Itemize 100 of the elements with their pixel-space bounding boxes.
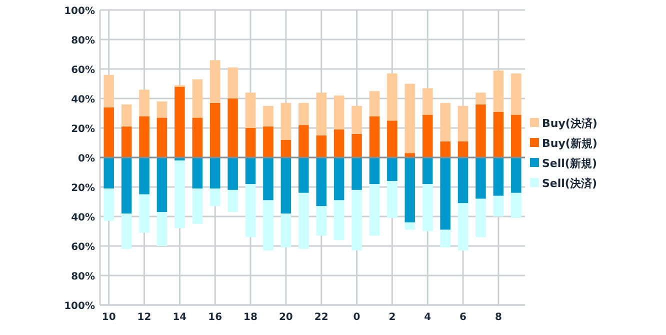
y-tick-label: 20% (71, 124, 95, 135)
bar (139, 116, 150, 158)
bar (245, 184, 256, 238)
bar (316, 158, 326, 206)
bar (210, 60, 220, 103)
bar (192, 118, 203, 158)
x-tick-label: 8 (494, 312, 502, 323)
bar (387, 158, 398, 182)
bar (121, 104, 132, 127)
bar (263, 200, 274, 250)
y-tick-label: 100% (64, 6, 95, 17)
y-tick-label: 20% (71, 183, 95, 194)
x-tick-label: 10 (102, 312, 116, 323)
bar (280, 214, 292, 248)
x-tick-label: 0 (353, 312, 360, 323)
legend-label: Buy(決済) (542, 117, 598, 130)
bar (156, 212, 168, 246)
x-tick-label: 18 (244, 312, 258, 323)
bar (387, 120, 398, 158)
bar (245, 128, 256, 158)
bar (210, 158, 220, 188)
bar (280, 158, 292, 214)
bar (174, 86, 185, 158)
x-tick-label: 2 (388, 312, 396, 323)
y-tick-label: 60% (71, 242, 95, 253)
bar (139, 158, 150, 194)
y-tick-label: 60% (71, 65, 95, 76)
bar (476, 92, 486, 104)
bar (298, 125, 309, 158)
legend-label: Sell(決済) (542, 177, 597, 190)
bar (440, 102, 450, 142)
bar (511, 73, 522, 115)
bar (121, 158, 132, 214)
bar (493, 112, 504, 158)
bar (493, 196, 504, 216)
y-tick-label: 100% (64, 301, 95, 312)
bar (352, 190, 362, 250)
x-tick-label: 12 (137, 312, 152, 323)
bar (404, 84, 416, 154)
bar (210, 102, 220, 158)
y-tick-label: 40% (71, 212, 95, 224)
legend-label: Buy(新規) (542, 137, 598, 150)
bar (440, 141, 450, 158)
bar (493, 70, 504, 112)
bar (121, 126, 132, 158)
bar (210, 188, 220, 206)
bar (228, 68, 238, 98)
bar (440, 230, 450, 248)
bar (334, 129, 344, 158)
bar (298, 102, 309, 126)
x-tick-label: 16 (208, 312, 222, 323)
bar (422, 184, 433, 232)
bar (493, 158, 504, 196)
bar (404, 222, 416, 230)
bar (139, 194, 150, 233)
bar (192, 79, 203, 118)
bar (440, 158, 450, 230)
bar (228, 190, 238, 212)
legend-label: Sell(新規) (542, 157, 597, 170)
bar (458, 203, 468, 250)
y-tick-label: 80% (71, 272, 95, 282)
bar (422, 158, 433, 184)
bar (511, 192, 522, 218)
bar (334, 96, 344, 130)
bar (369, 158, 380, 184)
bar (121, 214, 132, 249)
y-tick-label: 40% (71, 94, 95, 106)
bar (352, 106, 362, 134)
x-tick-label: 14 (172, 312, 187, 323)
bar (104, 188, 114, 221)
bar (369, 91, 380, 116)
bar (174, 160, 185, 228)
bar (352, 134, 362, 158)
bar (104, 74, 114, 108)
bar (334, 158, 344, 200)
bar (228, 158, 238, 190)
bar (458, 158, 468, 204)
bar (192, 188, 203, 224)
bar (511, 158, 522, 193)
x-tick-label: 6 (460, 312, 467, 323)
bar (104, 107, 114, 158)
bar (192, 158, 203, 188)
bar (476, 104, 486, 158)
bar (280, 102, 292, 140)
bar (280, 140, 292, 158)
y-tick-label: 0% (78, 154, 95, 164)
bar (387, 181, 398, 218)
bar (228, 98, 238, 158)
bar (422, 114, 433, 158)
x-tick-label: 4 (424, 312, 432, 323)
bar (156, 101, 168, 118)
bar (334, 200, 344, 240)
bar (369, 116, 380, 158)
bar (298, 192, 309, 249)
bar (476, 158, 486, 199)
bar (263, 158, 274, 200)
bar (263, 126, 274, 158)
bar (316, 135, 326, 158)
bar (139, 90, 150, 116)
bar (298, 158, 309, 193)
